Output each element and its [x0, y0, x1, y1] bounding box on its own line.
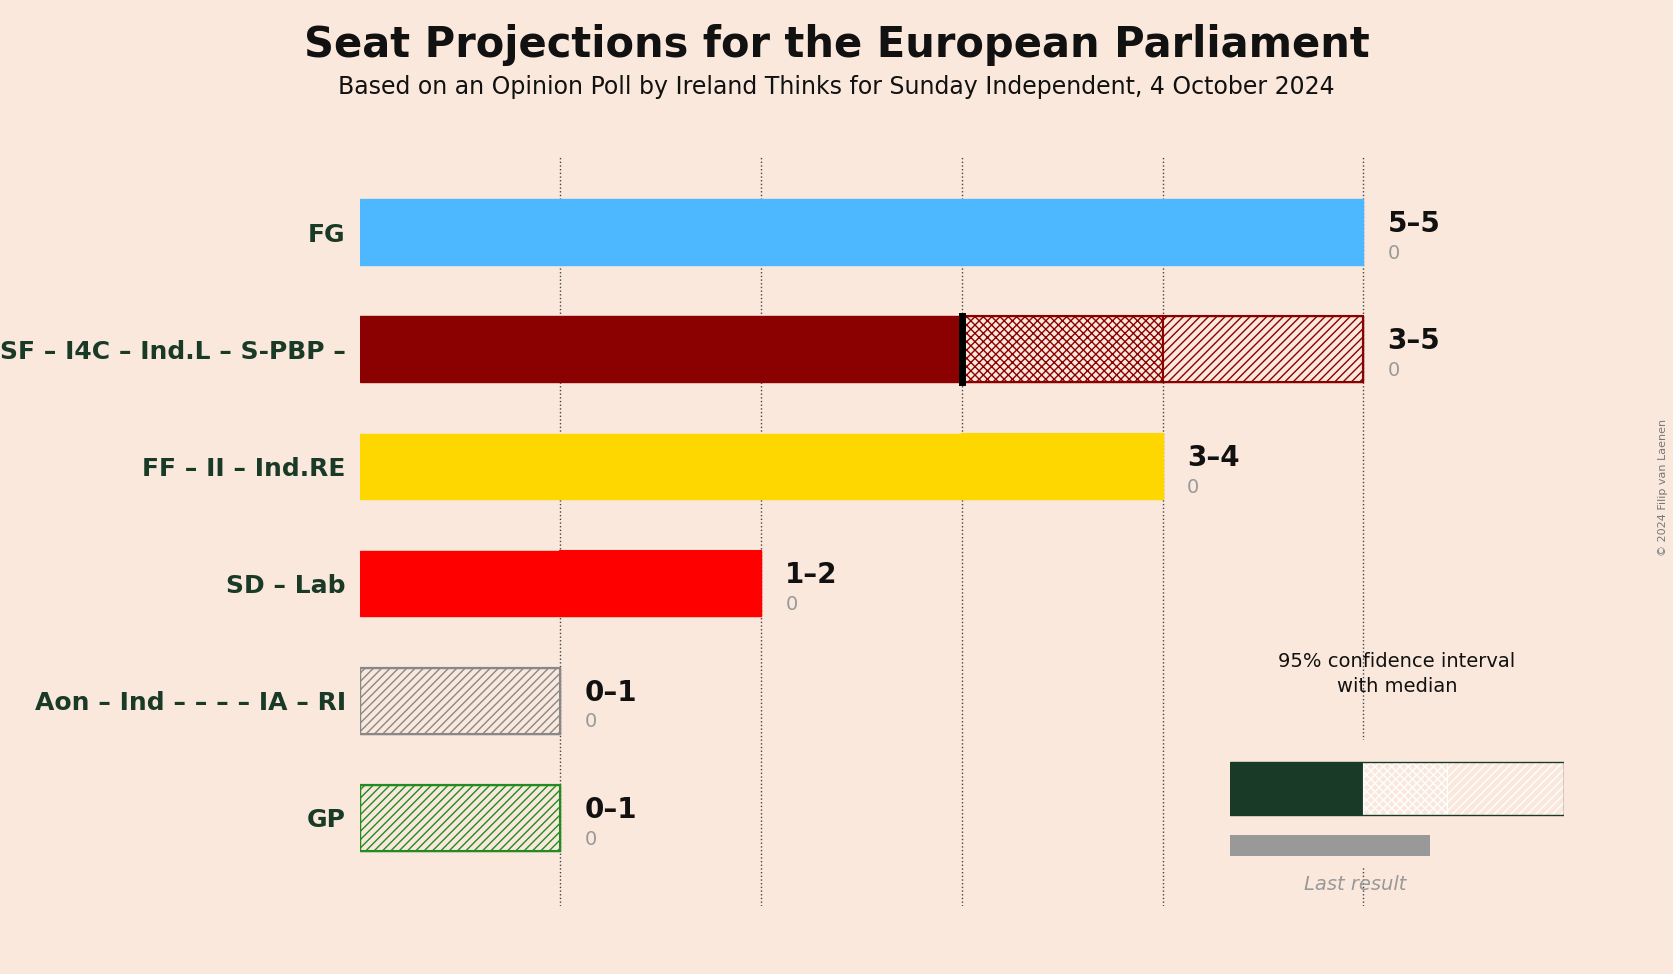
Text: 0: 0	[1387, 244, 1400, 263]
Bar	[360, 785, 560, 850]
Bar	[360, 668, 560, 733]
Bar	[962, 433, 1163, 500]
Bar	[360, 317, 1363, 382]
Text: 3–5: 3–5	[1387, 327, 1440, 355]
Bar	[1230, 762, 1363, 815]
Bar	[1447, 762, 1564, 815]
Bar	[360, 200, 1363, 265]
Bar	[360, 550, 560, 617]
Bar	[1230, 835, 1430, 856]
Bar	[360, 668, 560, 733]
Text: 0–1: 0–1	[584, 796, 637, 824]
Text: 0: 0	[584, 830, 597, 848]
Text: 95% confidence interval
with median: 95% confidence interval with median	[1278, 653, 1516, 696]
Text: 5–5: 5–5	[1387, 209, 1440, 238]
Text: 0: 0	[584, 712, 597, 731]
Text: 0: 0	[785, 595, 798, 615]
Text: 0: 0	[1186, 478, 1200, 497]
Bar	[1163, 317, 1363, 382]
Text: Seat Projections for the European Parliament: Seat Projections for the European Parlia…	[303, 24, 1370, 66]
Text: 3–4: 3–4	[1186, 444, 1240, 472]
Text: 0: 0	[1387, 360, 1400, 380]
Bar	[360, 785, 560, 850]
Bar	[360, 550, 761, 617]
Bar	[360, 317, 962, 382]
Bar	[560, 550, 761, 617]
Bar	[962, 317, 1163, 382]
Text: Based on an Opinion Poll by Ireland Thinks for Sunday Independent, 4 October 202: Based on an Opinion Poll by Ireland Thin…	[338, 75, 1335, 99]
Text: Last result: Last result	[1303, 875, 1407, 894]
Text: © 2024 Filip van Laenen: © 2024 Filip van Laenen	[1658, 419, 1668, 555]
Bar	[360, 200, 1363, 265]
Bar	[360, 433, 1163, 500]
Text: 1–2: 1–2	[785, 561, 838, 589]
Bar	[360, 668, 560, 733]
Bar	[360, 785, 560, 850]
Bar	[1230, 762, 1564, 815]
Bar	[360, 433, 962, 500]
Text: 0–1: 0–1	[584, 679, 637, 706]
Bar	[1363, 762, 1447, 815]
